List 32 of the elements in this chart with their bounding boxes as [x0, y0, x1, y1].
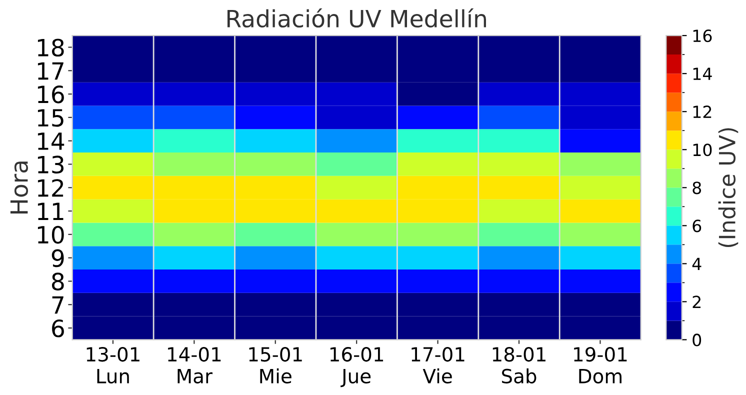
- y-tick-label: 7: [52, 296, 64, 314]
- y-tick-label: 12: [38, 179, 64, 197]
- x-tick-label: 15-01 Mie: [249, 346, 302, 384]
- color-bar-label: 8: [692, 182, 702, 194]
- y-tick-label: 15: [38, 109, 64, 127]
- y-axis-title: Hora: [10, 162, 28, 214]
- y-tick-label: 11: [38, 202, 64, 220]
- y-tick-label: 6: [52, 319, 64, 338]
- x-tick-label: 18-01 Sab: [492, 346, 546, 384]
- x-tick-label: 19-01 Dom: [574, 346, 627, 384]
- color-bar-label: 16: [693, 30, 712, 42]
- y-tick-label: 10: [38, 226, 64, 244]
- y-tick-label: 17: [38, 62, 64, 80]
- y-tick-label: 14: [38, 132, 64, 150]
- y-tick-label: 16: [38, 85, 64, 104]
- color-bar-label: 2: [692, 296, 700, 308]
- x-tick-label: 17-01 Vie: [412, 346, 464, 384]
- y-tick-label: 13: [38, 156, 64, 174]
- color-bar-label: 4: [692, 258, 702, 270]
- color-bar-label: 14: [693, 68, 712, 80]
- y-tick-label: 9: [52, 249, 64, 268]
- color-bar-label: 12: [693, 106, 712, 118]
- x-tick-label: 14-01 Mar: [168, 346, 221, 384]
- x-tick-label: 16-01 Jue: [330, 346, 384, 388]
- y-tick-label: 8: [52, 272, 64, 291]
- color-bar-label: 10: [693, 144, 712, 156]
- x-tick-label: 13-01 Lun: [86, 346, 140, 384]
- color-bar-title: (Indice UV): [718, 128, 738, 248]
- color-bar-label: 0: [692, 334, 702, 346]
- chart-title: Radiación UV Medellín: [228, 8, 486, 28]
- y-tick-label: 18: [38, 38, 64, 57]
- color-bar-label: 6: [692, 220, 702, 232]
